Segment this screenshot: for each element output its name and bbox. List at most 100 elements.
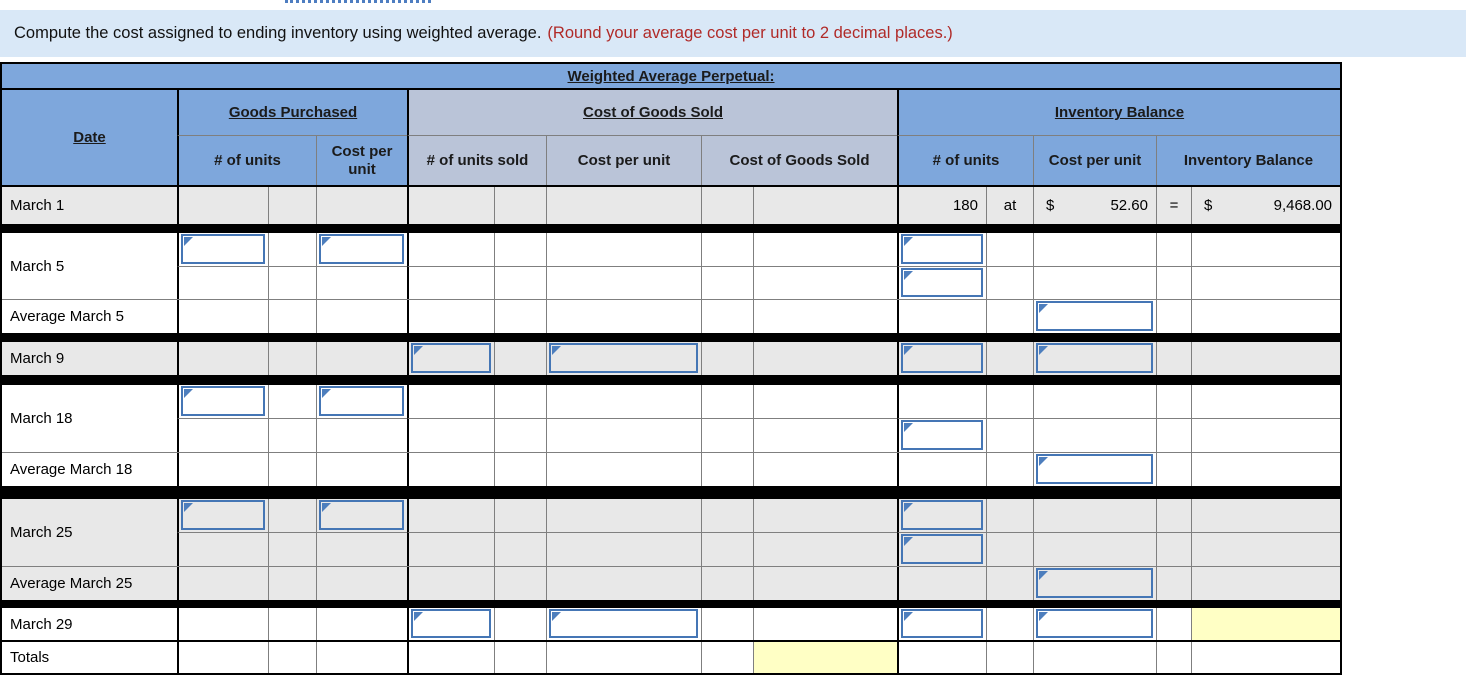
cell-inv-units <box>897 608 987 640</box>
section-separator <box>2 486 1340 499</box>
cell-gp-units <box>177 608 269 640</box>
row-average-march-25: Average March 25 <box>2 567 1340 600</box>
cell-inv-at <box>987 567 1034 600</box>
cell-inv-units <box>897 233 987 267</box>
date-cell: Average March 5 <box>10 308 124 325</box>
cell-inv-at <box>987 499 1034 533</box>
input-march9-cogs-cost[interactable] <box>549 343 698 373</box>
cell-cogs-total <box>754 385 897 419</box>
cell-gp-cost <box>317 300 407 333</box>
cell-cogs-total <box>754 300 897 333</box>
cell-cogs-sep2 <box>702 642 754 673</box>
question-note: (Round your average cost per unit to 2 d… <box>547 24 953 42</box>
cell-inv-balance <box>1192 385 1340 419</box>
cell-gp-units <box>177 533 269 566</box>
cell-gp-sep <box>269 567 317 600</box>
cell-cogs-units <box>407 342 495 375</box>
section-separator <box>2 224 1340 233</box>
input-march18-gp-cost[interactable] <box>319 386 404 416</box>
cell-gp-sep <box>269 642 317 673</box>
cell-cogs-total <box>754 419 897 452</box>
input-march25-inv-units-2[interactable] <box>901 534 983 564</box>
cell-inv-units <box>897 499 987 533</box>
date-cell: Average March 18 <box>10 461 133 478</box>
date-cell: Totals <box>10 649 50 666</box>
input-march5-gp-cost[interactable] <box>319 234 404 264</box>
cell-inv-units <box>897 267 987 299</box>
cell-inv-eq <box>1157 300 1192 333</box>
cell-cogs-total <box>754 187 897 224</box>
input-march25-gp-units[interactable] <box>181 500 265 530</box>
cell-inv-units <box>897 642 987 673</box>
input-march29-inv-cost[interactable] <box>1036 609 1153 638</box>
cell-cogs-cost <box>547 419 702 452</box>
input-march5-gp-units[interactable] <box>181 234 265 264</box>
cell-cogs-cost <box>547 642 702 673</box>
cell-cogs-total <box>754 342 897 375</box>
input-march29-cogs-units[interactable] <box>411 609 491 638</box>
input-avg-march18-inv-cost[interactable] <box>1036 454 1153 484</box>
cell-cogs-units <box>407 385 495 419</box>
cell-gp-units <box>177 499 269 533</box>
cell-gp-sep <box>269 187 317 224</box>
cell-cogs-sep2 <box>702 187 754 224</box>
input-march25-inv-units-1[interactable] <box>901 500 983 530</box>
inventory-balance-value: 9,468.00 <box>1273 197 1332 214</box>
input-march5-inv-units-2[interactable] <box>901 268 983 297</box>
cell-gp-cost <box>317 608 407 640</box>
cell-gp-units <box>177 342 269 375</box>
input-avg-march5-inv-cost[interactable] <box>1036 301 1153 331</box>
cell-cogs-sep2 <box>702 499 754 533</box>
cell-cogs-cost <box>547 608 702 640</box>
header-cogs-total: Cost of Goods Sold <box>702 136 897 185</box>
dotted-underline-remnant <box>285 0 431 3</box>
cell-cogs-units <box>407 233 495 267</box>
cell-inv-at <box>987 642 1034 673</box>
input-march29-cogs-cost[interactable] <box>549 609 698 638</box>
cell-cogs-sep2 <box>702 419 754 452</box>
cell-cogs-total-highlight <box>754 642 897 673</box>
cell-inv-balance <box>1192 533 1340 566</box>
input-march5-inv-units-1[interactable] <box>901 234 983 264</box>
cell-gp-units <box>177 267 269 299</box>
date-cell: March 18 <box>10 410 73 427</box>
cell-inv-cost <box>1034 499 1157 533</box>
cell-gp-sep <box>269 300 317 333</box>
top-strip <box>0 0 1466 10</box>
cell-cogs-total <box>754 267 897 299</box>
section-separator <box>2 600 1340 608</box>
cell-inv-balance <box>1192 342 1340 375</box>
input-march9-inv-cost[interactable] <box>1036 343 1153 373</box>
cell-cogs-units <box>407 499 495 533</box>
input-march18-gp-units[interactable] <box>181 386 265 416</box>
cell-gp-units <box>177 187 269 224</box>
input-march9-cogs-units[interactable] <box>411 343 491 373</box>
input-march18-inv-units[interactable] <box>901 420 983 450</box>
cell-gp-cost <box>317 533 407 566</box>
cell-inv-units <box>897 419 987 452</box>
input-march29-inv-units[interactable] <box>901 609 983 638</box>
cell-inv-cost <box>1034 300 1157 333</box>
cell-inv-balance <box>1192 453 1340 486</box>
cell-cogs-sep2 <box>702 342 754 375</box>
cell-cogs-cost <box>547 533 702 566</box>
cell-cogs-units <box>407 267 495 299</box>
cell-gp-sep <box>269 608 317 640</box>
input-march25-gp-cost[interactable] <box>319 500 404 530</box>
cell-cogs-sep1 <box>495 267 547 299</box>
cell-inv-eq <box>1157 419 1192 452</box>
cell-inv-units <box>897 300 987 333</box>
cell-inv-units <box>897 342 987 375</box>
date-cell: March 9 <box>10 350 65 367</box>
cell-inv-cost <box>1034 267 1157 299</box>
input-avg-march25-inv-cost[interactable] <box>1036 568 1153 598</box>
header-group-inventory-balance: Inventory Balance <box>897 90 1340 136</box>
cell-gp-cost <box>317 187 407 224</box>
cell-gp-units <box>177 233 269 267</box>
dollar-sign: $ <box>1046 197 1055 214</box>
input-march9-inv-units[interactable] <box>901 343 983 373</box>
cell-inv-balance <box>1192 499 1340 533</box>
header-inv-balance: Inventory Balance <box>1157 136 1340 185</box>
cell-cogs-sep2 <box>702 233 754 267</box>
header-group-goods-purchased: Goods Purchased <box>177 90 407 136</box>
